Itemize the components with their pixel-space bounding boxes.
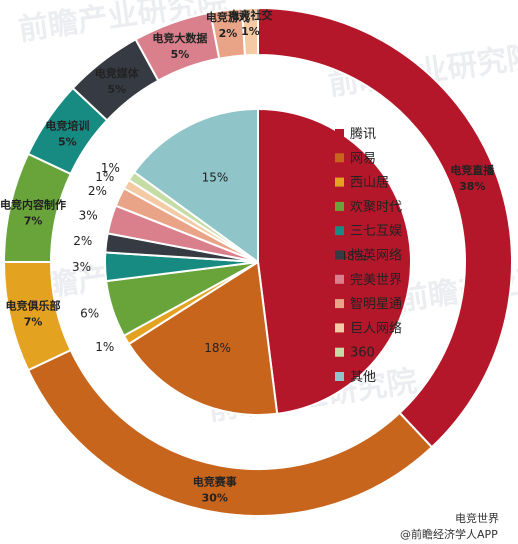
legend-label: 完美世界 [350, 273, 402, 288]
outer-value-label: 30% [202, 491, 228, 504]
inner-value-label: 2% [73, 234, 92, 248]
legend-swatch [335, 177, 344, 187]
legend-label: 360 [350, 346, 375, 361]
inner-value-label: 48% [339, 249, 366, 263]
legend-swatch [335, 347, 344, 357]
inner-value-label: 3% [72, 260, 91, 274]
outer-ring [2, 6, 513, 517]
outer-category-label: 电竞社交 [228, 8, 272, 22]
legend-swatch [335, 201, 344, 211]
inner-value-label: 1% [95, 340, 114, 354]
outer-value-label: 1% [241, 25, 260, 38]
outer-value-label: 5% [107, 83, 126, 96]
inner-slice [127, 260, 279, 416]
inner-value-label: 15% [202, 170, 229, 184]
legend-swatch [335, 274, 344, 284]
outer-category-label: 电竞培训 [45, 118, 89, 132]
inner-slice [257, 107, 412, 415]
outer-category-label: 电竞大数据 [152, 31, 207, 45]
legend-swatch [335, 153, 344, 163]
legend-label: 欢聚时代 [350, 200, 402, 215]
inner-value-label: 3% [79, 208, 98, 222]
legend-label: 其他 [350, 370, 376, 385]
inner-value-label: 1% [95, 170, 114, 184]
legend-label: 三七互娱 [350, 224, 402, 239]
outer-labels: 电竞直播 38% 电竞赛事 30% 电竞俱乐部 7% 电竞内容制作 7% 电竞培训 5% 电竞媒体 5… [0, 8, 495, 504]
legend-swatch [335, 372, 344, 381]
legend-swatch [335, 226, 344, 236]
legend-label: 西山居 [350, 176, 389, 191]
inner-value-label: 6% [80, 307, 99, 321]
legend-swatch [335, 250, 344, 260]
outer-category-label: 电竞媒体 [95, 66, 140, 80]
legend-swatch [335, 299, 344, 309]
inner-value-label: 2% [88, 184, 107, 198]
inner-labels: 48%18%1%6%3%2%3%2%1%1%15% [72, 161, 366, 355]
outer-value-label: 5% [171, 48, 190, 61]
legend-swatch [335, 129, 344, 138]
legend-label: 网易 [350, 151, 376, 166]
legend-label: 巨人网络 [350, 320, 402, 336]
outer-value-label: 5% [58, 135, 77, 148]
outer-category-label: 电竞内容制作 [0, 198, 66, 212]
footer-line2: @前瞻经济学人APP [400, 527, 498, 541]
footer: 电竞世界 @前瞻经济学人APP [400, 511, 499, 541]
outer-category-label: 电竞游戏 [206, 10, 250, 24]
inner-slice [132, 107, 259, 264]
outer-slice [240, 6, 259, 57]
outer-value-label: 38% [459, 180, 485, 193]
inner-value-label: 18% [204, 341, 231, 355]
legend-swatch [335, 323, 344, 333]
outer-value-label: 2% [219, 27, 238, 40]
outer-value-label: 7% [24, 215, 43, 228]
legend-label: 恺英网络 [350, 248, 402, 264]
legend-label: 腾讯 [350, 126, 376, 142]
outer-value-label: 7% [24, 315, 43, 328]
outer-category-label: 电竞俱乐部 [6, 298, 61, 312]
inner-value-label: 1% [101, 161, 120, 175]
outer-category-label: 电竞直播 [450, 163, 495, 177]
legend-label: 智明星通 [350, 297, 402, 312]
outer-category-label: 电竞赛事 [193, 474, 237, 488]
footer-line1: 电竞世界 [455, 511, 499, 525]
inner-pie [104, 107, 412, 416]
